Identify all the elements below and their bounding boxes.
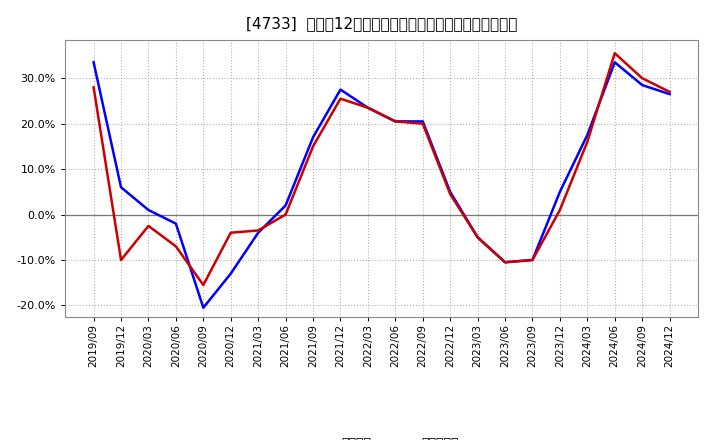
当期純利益 bbox=[282, 212, 290, 217]
当期純利益 bbox=[364, 105, 372, 110]
当期純利益 bbox=[500, 260, 509, 265]
経常利益 bbox=[611, 60, 619, 65]
当期純利益 bbox=[199, 282, 207, 288]
経常利益 bbox=[336, 87, 345, 92]
経常利益 bbox=[117, 185, 125, 190]
経常利益 bbox=[528, 257, 537, 263]
経常利益 bbox=[144, 207, 153, 213]
Title: [4733]  利益の12か月移動合計の対前年同期増減率の推移: [4733] 利益の12か月移動合計の対前年同期増減率の推移 bbox=[246, 16, 517, 32]
経常利益 bbox=[638, 82, 647, 88]
経常利益 bbox=[665, 92, 674, 97]
経常利益 bbox=[418, 119, 427, 124]
当期純利益 bbox=[144, 223, 153, 228]
当期純利益 bbox=[583, 139, 592, 144]
経常利益 bbox=[583, 132, 592, 138]
Line: 経常利益: 経常利益 bbox=[94, 62, 670, 308]
当期純利益 bbox=[171, 244, 180, 249]
経常利益 bbox=[309, 135, 318, 140]
当期純利益 bbox=[556, 207, 564, 213]
経常利益 bbox=[391, 119, 400, 124]
当期純利益 bbox=[117, 257, 125, 263]
経常利益 bbox=[364, 105, 372, 110]
当期純利益 bbox=[309, 144, 318, 149]
当期純利益 bbox=[665, 89, 674, 95]
経常利益 bbox=[282, 203, 290, 208]
当期純利益 bbox=[226, 230, 235, 235]
経常利益 bbox=[199, 305, 207, 310]
経常利益 bbox=[254, 230, 263, 235]
Line: 当期純利益: 当期純利益 bbox=[94, 53, 670, 285]
当期純利益 bbox=[473, 235, 482, 240]
経常利益 bbox=[171, 221, 180, 226]
経常利益 bbox=[473, 235, 482, 240]
当期純利益 bbox=[254, 228, 263, 233]
Legend: 経常利益, 当期純利益: 経常利益, 当期純利益 bbox=[299, 432, 464, 440]
当期純利益 bbox=[336, 96, 345, 101]
当期純利益 bbox=[528, 257, 537, 263]
経常利益 bbox=[89, 60, 98, 65]
当期純利益 bbox=[391, 119, 400, 124]
経常利益 bbox=[446, 189, 454, 194]
当期純利益 bbox=[418, 121, 427, 126]
当期純利益 bbox=[89, 84, 98, 90]
当期純利益 bbox=[446, 191, 454, 197]
経常利益 bbox=[500, 260, 509, 265]
当期純利益 bbox=[611, 51, 619, 56]
経常利益 bbox=[226, 271, 235, 276]
経常利益 bbox=[556, 189, 564, 194]
当期純利益 bbox=[638, 76, 647, 81]
